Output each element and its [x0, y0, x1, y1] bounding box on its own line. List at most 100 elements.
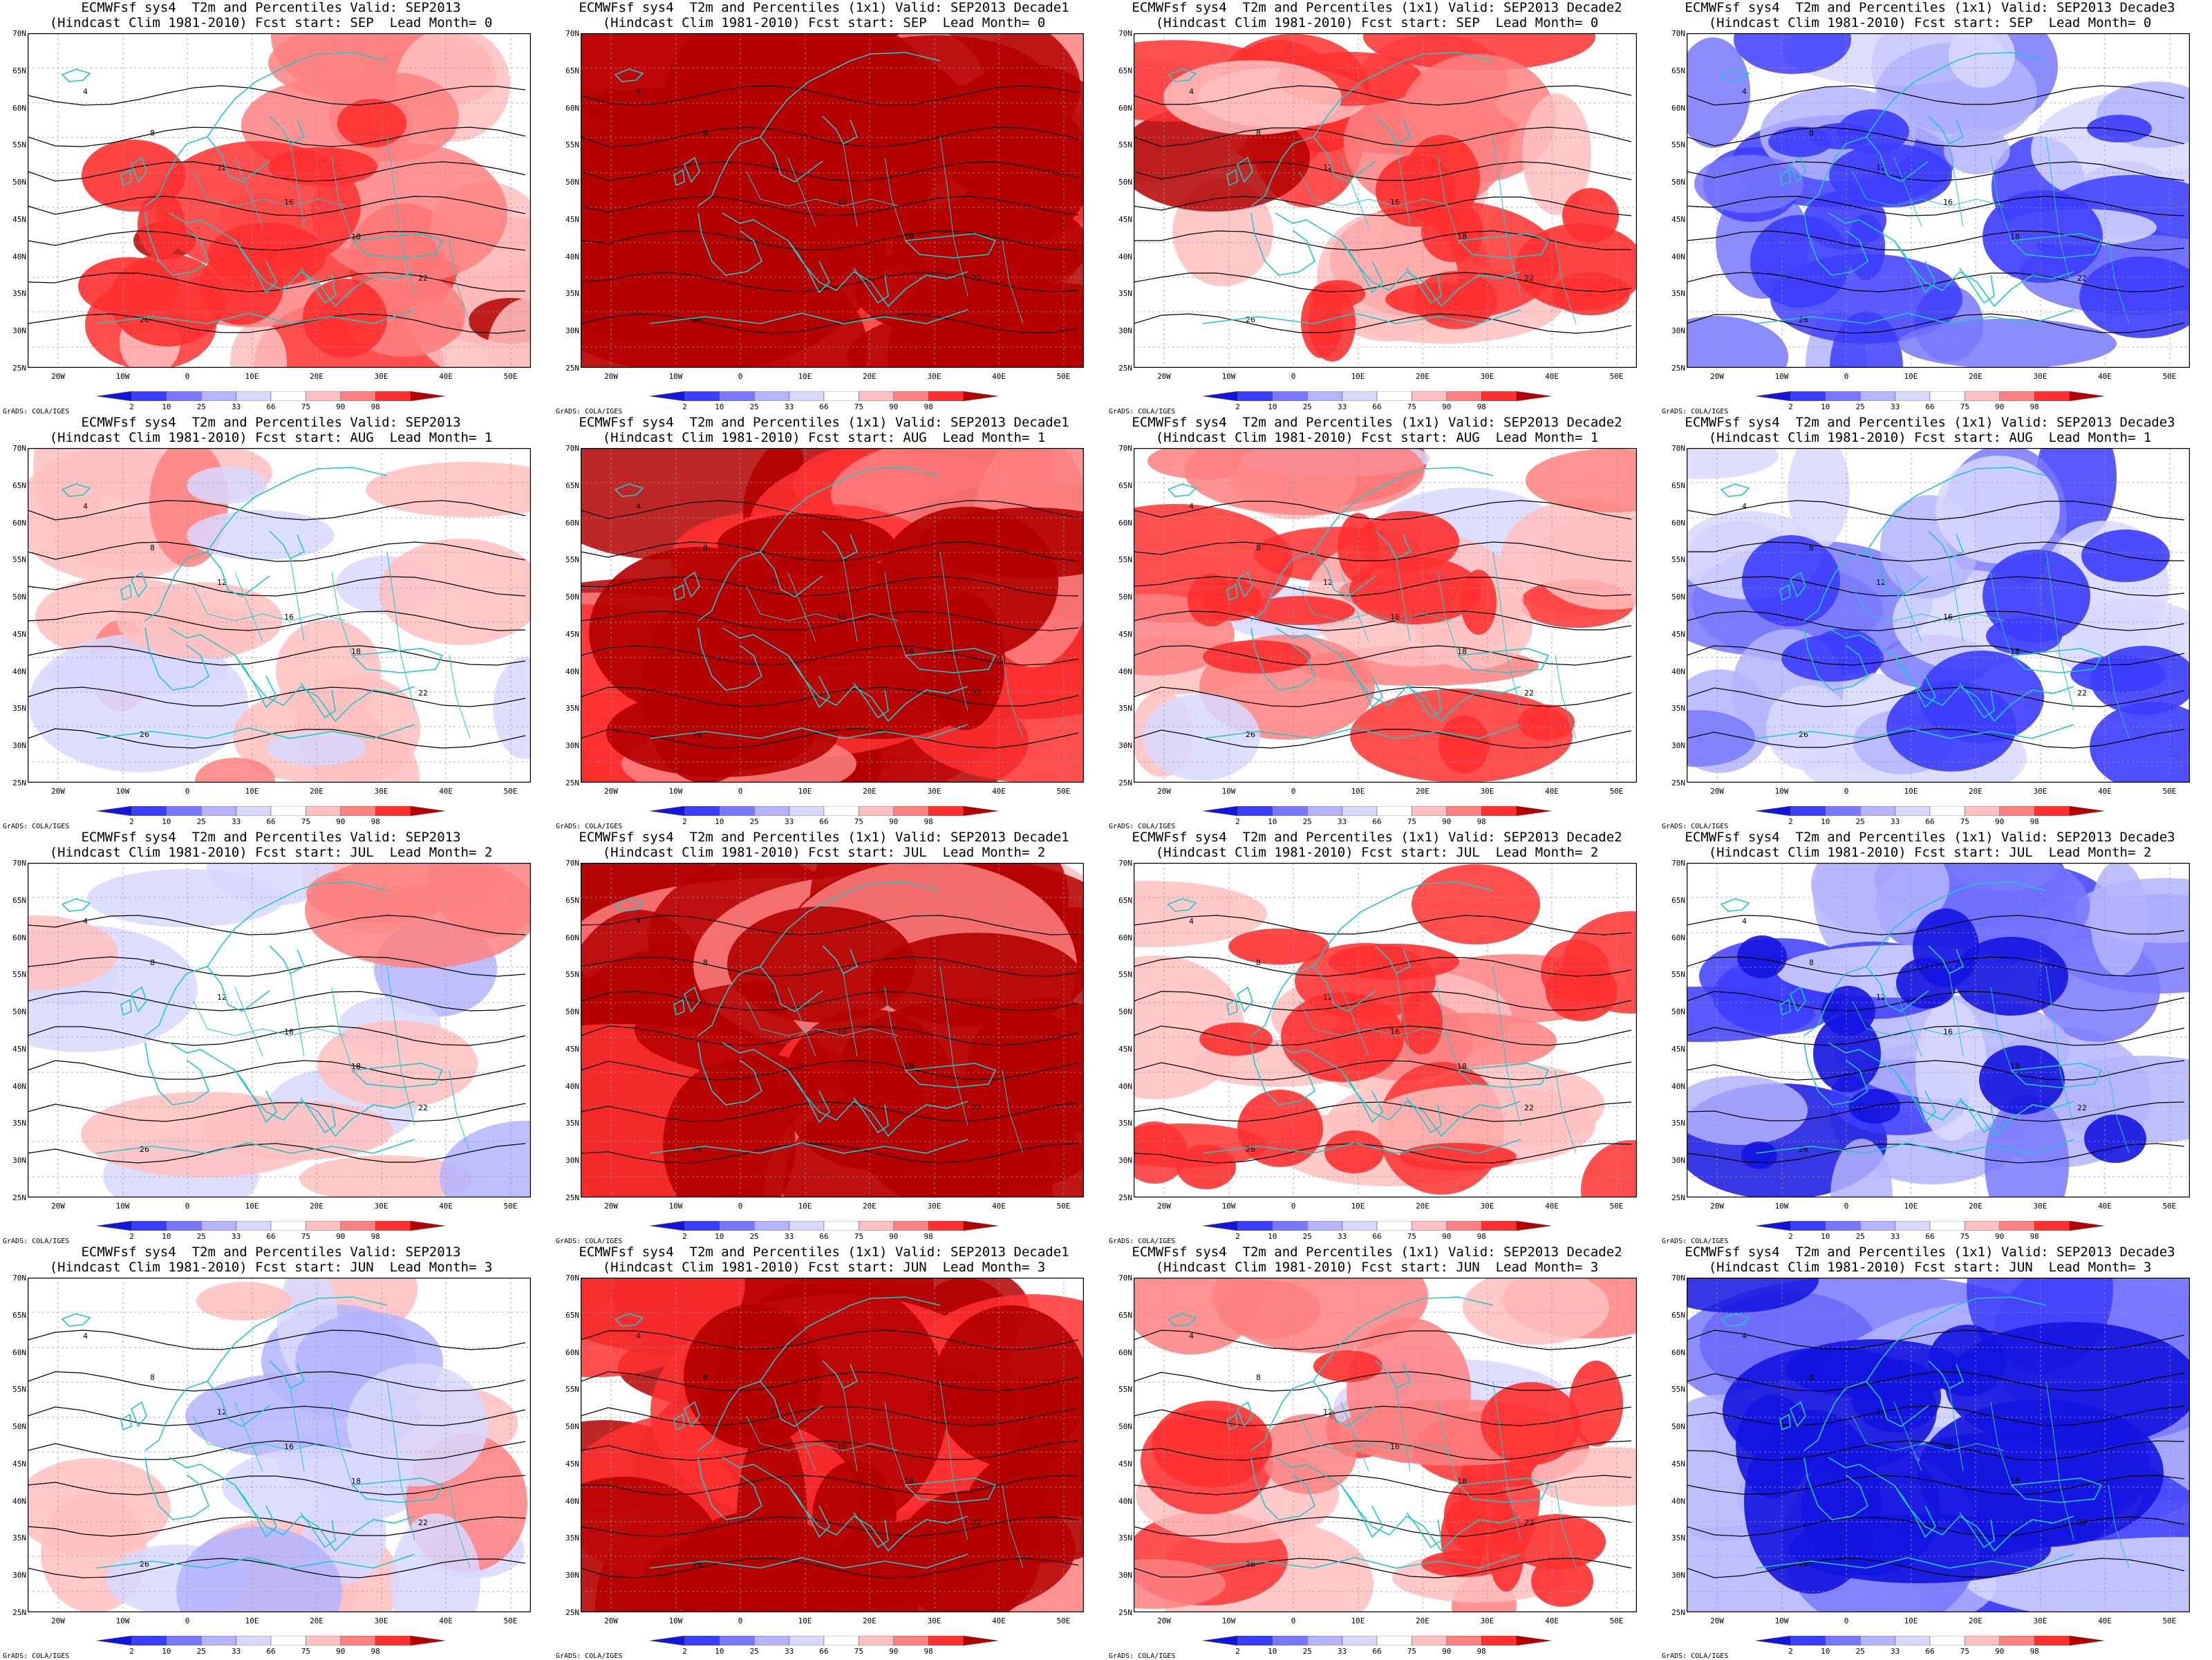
colorbar-tick-label: 33 [784, 402, 794, 411]
latitude-tick-label: 60N [1671, 518, 1685, 528]
longitude-tick-label: 10W [668, 787, 683, 796]
coastline-path [853, 682, 889, 719]
coastline-path [120, 1413, 132, 1431]
panel-title: ECMWFsf sys4 T2m and Percentiles Valid: … [0, 830, 542, 860]
shading-core [2070, 655, 2166, 693]
coastlines [61, 1296, 471, 1569]
longitude-tick-label: 30E [1480, 1202, 1494, 1211]
contour-label: 16 [1943, 613, 1953, 622]
temperature-contour-line [581, 1558, 1079, 1578]
coastline-path [614, 68, 644, 82]
country-border-path [746, 586, 899, 622]
shading-blob [1261, 1414, 1356, 1494]
coastline-path [144, 1042, 209, 1106]
coastline-path [787, 240, 830, 294]
coastlines [61, 467, 471, 739]
colorbar-segment [306, 806, 341, 816]
contour-label: 18 [2010, 232, 2020, 241]
country-border-path [1893, 987, 1922, 1057]
shading-core [1177, 1145, 1236, 1189]
colorbar-segment [1756, 1221, 1791, 1231]
coastline-path [1406, 1512, 1442, 1549]
country-border-path [1949, 143, 1964, 227]
longitude-tick-label: 10E [1904, 372, 1918, 381]
colorbar-tick-label: 75 [1960, 1232, 1970, 1241]
contour-label: 22 [1524, 1103, 1534, 1112]
colorbar-tick-label: 66 [819, 817, 829, 826]
latitude-tick-label: 60N [565, 518, 579, 528]
longitude-tick-label: 10E [798, 1616, 812, 1625]
shading-blob [1463, 1278, 1609, 1345]
longitude-tick-label: 30E [374, 1616, 388, 1625]
contour-label: 12 [217, 993, 227, 1002]
latitude-tick-label: 55N [1671, 970, 1685, 980]
latitude-tick-label: 50N [565, 178, 579, 187]
temperature-contours: 4 8 12 16 18 22 26 [581, 1330, 1079, 1578]
latitude-tick-label: 25N [565, 1193, 579, 1202]
panel-title-line: ECMWFsf sys4 T2m and Percentiles (1x1) V… [1132, 0, 1622, 15]
country-border-path [1299, 586, 1452, 622]
contour-label: 12 [770, 993, 780, 1002]
colorbar-segment [859, 1636, 894, 1645]
colorbar-segment [1859, 1221, 1895, 1231]
contour-label: 8 [703, 129, 708, 138]
coastline-path [684, 571, 700, 598]
temperature-contour-line [581, 500, 1079, 521]
longitude-tick-label: 40E [2098, 787, 2112, 796]
panel-subtitle-line: (Hindcast Clim 1981-2010) Fcst start: SE… [49, 15, 493, 30]
colorbar-tick-label: 2 [129, 817, 134, 826]
grads-credit: GrADS: COLA/IGES [1662, 408, 1729, 416]
temperature-contour-line [581, 1060, 1079, 1081]
latitude-tick-label: 45N [12, 629, 26, 639]
colorbar-segment [1481, 1636, 1517, 1645]
percentile-shading [1687, 1278, 2190, 1612]
percentile-colorbar [1756, 391, 2104, 401]
latitude-tick-label: 65N [565, 481, 579, 490]
contour-label: 4 [636, 87, 641, 96]
colorbar-segment [410, 806, 445, 816]
longitude-tick-label: 0 [738, 372, 743, 381]
temperature-contour-line [581, 1406, 1079, 1426]
colorbar-segment [306, 391, 341, 401]
country-border-path [290, 973, 305, 1057]
contour-label: 4 [636, 917, 641, 926]
shading-core [737, 1424, 807, 1608]
coastline-path [684, 156, 700, 183]
longitude-tick-label: 20W [51, 372, 65, 381]
colorbar-segment [893, 391, 929, 401]
coastline-path [673, 998, 685, 1016]
colorbar-segment [1516, 1221, 1551, 1231]
colorbar-tick-label: 2 [129, 1232, 134, 1241]
latitude-tick-label: 65N [1118, 1310, 1132, 1320]
coastline-path [120, 998, 132, 1016]
colorbar-segment [1481, 391, 1517, 401]
coastline-path [300, 1097, 336, 1134]
country-border-path [1852, 171, 2005, 207]
shading-core [1324, 1130, 1384, 1173]
country-border-path [1555, 655, 1577, 739]
contour-label: 18 [2010, 1477, 2020, 1486]
colorbar-segment [166, 806, 202, 816]
colorbar-tick-label: 98 [2030, 817, 2039, 826]
grads-credit: GrADS: COLA/IGES [1662, 1652, 1729, 1660]
latitude-tick-label: 40N [1671, 1081, 1685, 1091]
contour-label: 4 [83, 502, 88, 511]
grads-credit: GrADS: COLA/IGES [3, 1238, 70, 1245]
coastline-path [1250, 467, 1494, 622]
latitude-tick-label: 45N [12, 1044, 26, 1054]
colorbar-segment [1825, 1221, 1861, 1231]
contour-label: 18 [904, 232, 914, 241]
contour-label: 8 [703, 1373, 708, 1382]
percentile-shading [1134, 448, 1637, 783]
temperature-contour-line [1134, 687, 1632, 707]
shading-core [303, 279, 387, 357]
longitude-tick-label: 30E [927, 1616, 941, 1625]
contour-label: 8 [703, 543, 708, 552]
temperature-contour-line [28, 196, 526, 216]
latitude-tick-label: 30N [12, 326, 26, 336]
latitude-tick-label: 45N [12, 1459, 26, 1468]
country-border-path [449, 1070, 471, 1154]
percentile-map: 4 8 12 16 18 22 26 [1134, 33, 1637, 368]
temperature-contours: 4 8 12 16 18 22 26 [28, 915, 526, 1164]
panel-subtitle-line: (Hindcast Clim 1981-2010) Fcst start: JU… [1155, 1260, 1599, 1275]
